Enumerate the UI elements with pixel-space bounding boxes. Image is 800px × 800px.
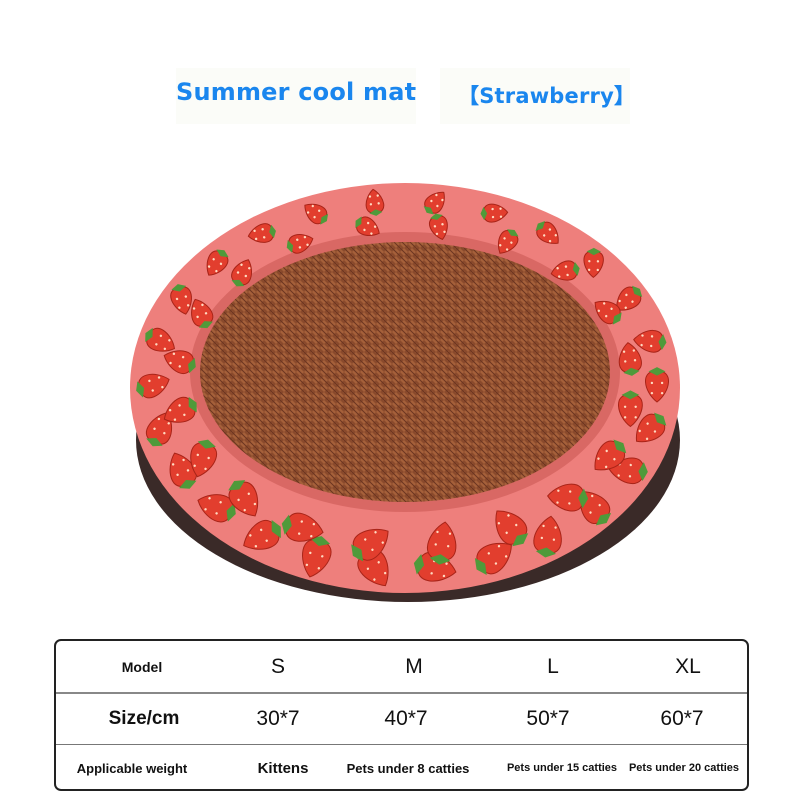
row-label-model: Model (121, 658, 163, 675)
strawberry-print (206, 249, 229, 276)
strawberry-print (535, 221, 559, 244)
model-s: S (270, 654, 286, 678)
strawberry-print (579, 491, 612, 526)
strawberry-print (594, 300, 622, 325)
model-l: L (547, 654, 559, 678)
strawberry-print (169, 452, 197, 489)
model-row: Model S M L XL (56, 641, 747, 694)
strawberry-print (365, 188, 385, 216)
strawberry-print (191, 298, 214, 329)
model-xl: XL (675, 654, 701, 678)
strawberry-print (423, 191, 445, 215)
strawberry-print (616, 285, 643, 311)
strawberry-print (170, 284, 192, 315)
strawberry-print (136, 373, 170, 399)
variant-background (440, 68, 630, 124)
strawberry-print (594, 439, 627, 471)
strawberry-print (497, 229, 519, 254)
size-table: Model S M L XL Size/cm 30*7 40*7 50*7 60… (54, 639, 749, 791)
weight-s: Kittens (257, 759, 309, 777)
strawberry-print (145, 327, 176, 352)
strawberry-print (190, 439, 218, 478)
strawberry-print (197, 494, 236, 523)
strawberry-print (163, 396, 197, 423)
size-s: 30*7 (256, 706, 300, 730)
strawberry-print (281, 512, 324, 542)
weight-l: Pets under 15 catties (506, 762, 618, 774)
weight-row: Applicable weight Kittens Pets under 8 c… (56, 745, 747, 791)
strawberry-print (618, 390, 643, 428)
strawberry-print (231, 259, 252, 287)
weight-xl: Pets under 20 catties (628, 762, 740, 774)
strawberry-print (547, 483, 589, 512)
strawberry-print (533, 515, 562, 558)
strawberry-print (355, 216, 380, 236)
strawberry-print (495, 510, 529, 547)
title-background (176, 68, 416, 124)
strawberry-print (645, 367, 669, 403)
product-title: Summer cool mat (176, 78, 417, 106)
strawberry-print (428, 213, 448, 241)
strawberry-print (618, 342, 642, 376)
size-m: 40*7 (384, 706, 428, 730)
product-variant: 【Strawberry】 (458, 84, 636, 108)
model-m: M (405, 654, 423, 678)
pet-bed-image (130, 183, 680, 602)
strawberry-print (243, 519, 281, 550)
strawberry-print (351, 528, 389, 562)
row-label-size: Size/cm (108, 707, 180, 729)
size-l: 50*7 (526, 706, 570, 730)
strawberry-print (474, 542, 512, 576)
size-xl: 60*7 (660, 706, 704, 730)
strawberry-print (247, 223, 276, 243)
strawberry-print (550, 260, 580, 281)
row-label-weight: Applicable weight (76, 760, 188, 776)
strawberry-print (286, 234, 314, 254)
size-row: Size/cm 30*7 40*7 50*7 60*7 (56, 693, 747, 745)
cooling-mat (200, 242, 610, 502)
strawberry-print (636, 412, 667, 443)
strawberry-print (304, 203, 329, 225)
strawberry-print (633, 329, 667, 353)
strawberry-print (302, 536, 332, 578)
strawberry-print (426, 521, 457, 565)
strawberry-print (480, 203, 509, 223)
strawberry-print (145, 412, 172, 447)
weight-m: Pets under 8 catties (346, 760, 470, 776)
strawberry-print (583, 247, 604, 278)
strawberry-print (228, 480, 259, 517)
strawberry-print (163, 350, 196, 375)
